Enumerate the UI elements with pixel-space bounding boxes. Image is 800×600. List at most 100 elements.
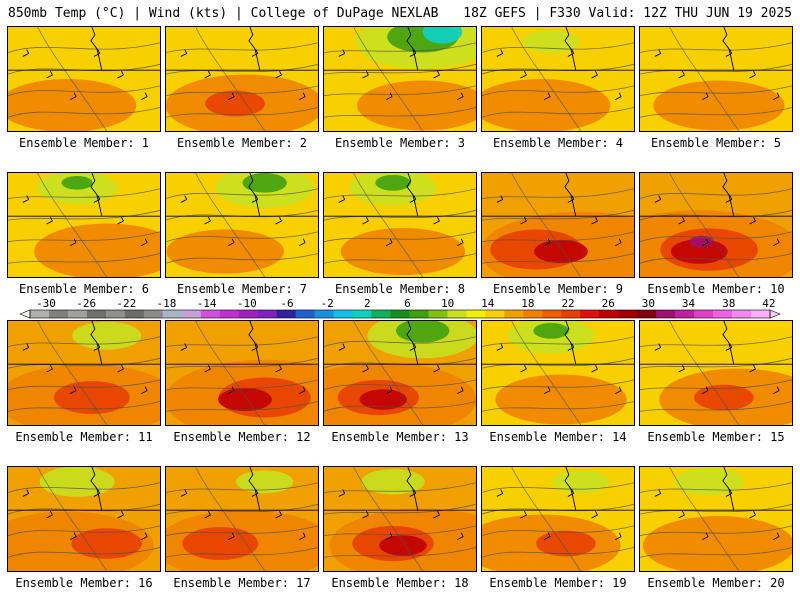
- colorbar-tick-label: 6: [404, 298, 411, 310]
- colorbar-swatch: [257, 310, 278, 318]
- colorbar-swatch: [333, 310, 354, 318]
- colorbar-swatch: [352, 310, 373, 318]
- ensemble-member-label: Ensemble Member: 1: [18, 136, 150, 150]
- colorbar-swatch: [428, 310, 448, 318]
- colorbar-tick-label: -6: [280, 298, 293, 310]
- ensemble-member-3-map: [323, 26, 477, 132]
- colorbar-swatch: [466, 310, 486, 318]
- ensemble-member-label: Ensemble Member: 7: [176, 282, 308, 296]
- colorbar-tick-label: -2: [320, 298, 333, 310]
- ensemble-member-10-map: [639, 172, 793, 278]
- colorbar-tick-label: 22: [561, 298, 574, 310]
- ensemble-member-label: Ensemble Member: 5: [650, 136, 782, 150]
- ensemble-member-label: Ensemble Member: 16: [15, 576, 153, 590]
- colorbar-swatch: [637, 310, 657, 318]
- colorbar-tick-label: 38: [722, 298, 735, 310]
- colorbar-swatch: [542, 310, 562, 318]
- colorbar-swatch: [694, 310, 714, 318]
- colorbar-swatch: [656, 310, 676, 318]
- colorbar-swatch: [67, 310, 88, 318]
- ensemble-member-label: Ensemble Member: 4: [492, 136, 624, 150]
- colorbar-swatch: [181, 310, 202, 318]
- colorbar-tick-label: 18: [521, 298, 534, 310]
- colorbar-swatch: [485, 310, 505, 318]
- ensemble-member-4-map: [481, 26, 635, 132]
- ensemble-member-label: Ensemble Member: 12: [173, 430, 311, 444]
- ensemble-member-2-map: [165, 26, 319, 132]
- colorbar-tick-label: 2: [364, 298, 371, 310]
- colorbar-swatch: [295, 310, 316, 318]
- ensemble-member-19-map: [481, 466, 635, 572]
- colorbar-tick-label: -10: [237, 298, 257, 310]
- colorbar-swatch: [409, 310, 429, 318]
- colorbar-tick-label: -26: [76, 298, 96, 310]
- colorbar-swatch: [48, 310, 69, 318]
- ensemble-member-12-map: [165, 320, 319, 426]
- ensemble-member-label: Ensemble Member: 11: [15, 430, 153, 444]
- colorbar-swatch: [162, 310, 183, 318]
- ensemble-member-13-map: [323, 320, 477, 426]
- ensemble-member-label: Ensemble Member: 8: [334, 282, 466, 296]
- colorbar-tick-label: -30: [36, 298, 56, 310]
- colorbar-tick-label: -14: [197, 298, 217, 310]
- ensemble-member-label: Ensemble Member: 18: [331, 576, 469, 590]
- ensemble-member-label: Ensemble Member: 19: [489, 576, 627, 590]
- colorbar-swatch: [390, 310, 410, 318]
- colorbar-tick-label: 14: [481, 298, 495, 310]
- colorbar-swatch: [86, 310, 107, 318]
- model-run-info: 18Z GEFS | F330 Valid: 12Z THU JUN 19 20…: [463, 6, 792, 21]
- colorbar-swatch: [200, 310, 221, 318]
- colorbar-swatch: [523, 310, 543, 318]
- colorbar-tick-label: -18: [157, 298, 177, 310]
- ensemble-member-label: Ensemble Member: 6: [18, 282, 150, 296]
- colorbar-tick-label: 30: [642, 298, 655, 310]
- colorbar-swatch: [447, 310, 467, 318]
- ensemble-member-11-map: [7, 320, 161, 426]
- colorbar-swatch: [618, 310, 638, 318]
- ensemble-member-label: Ensemble Member: 20: [647, 576, 785, 590]
- colorbar-swatch: [751, 310, 771, 318]
- temperature-colorbar: -30 -26 -22 -18 -14 -10 -6 -2 2 6 10 14 18 22 26 30 34 38…: [10, 298, 790, 320]
- ensemble-member-9-map: [481, 172, 635, 278]
- colorbar-swatch: [105, 310, 126, 318]
- ensemble-member-label: Ensemble Member: 17: [173, 576, 311, 590]
- ensemble-member-label: Ensemble Member: 13: [331, 430, 469, 444]
- ensemble-member-6-map: [7, 172, 161, 278]
- colorbar-swatch: [732, 310, 752, 318]
- colorbar-tick-label: 34: [682, 298, 696, 310]
- colorbar-swatch: [580, 310, 600, 318]
- colorbar-right-arrow: [769, 309, 781, 319]
- colorbar-tick-label: 26: [602, 298, 615, 310]
- ensemble-member-5-map: [639, 26, 793, 132]
- ensemble-member-20-map: [639, 466, 793, 572]
- colorbar-swatch: [675, 310, 695, 318]
- colorbar-swatch: [238, 310, 259, 318]
- ensemble-member-8-map: [323, 172, 477, 278]
- ensemble-member-label: Ensemble Member: 3: [334, 136, 466, 150]
- colorbar-swatch: [504, 310, 524, 318]
- colorbar-left-arrow: [19, 309, 31, 319]
- chart-title: 850mb Temp (°C) | Wind (kts) | College o…: [8, 6, 439, 21]
- ensemble-member-14-map: [481, 320, 635, 426]
- colorbar-swatch: [219, 310, 240, 318]
- ensemble-member-7-map: [165, 172, 319, 278]
- ensemble-member-17-map: [165, 466, 319, 572]
- colorbar-swatch: [314, 310, 335, 318]
- colorbar-tick-label: 42: [762, 298, 775, 310]
- colorbar-swatch: [143, 310, 164, 318]
- ensemble-member-1-map: [7, 26, 161, 132]
- ensemble-member-label: Ensemble Member: 9: [492, 282, 624, 296]
- colorbar-swatch: [30, 310, 50, 318]
- colorbar-swatch: [599, 310, 619, 318]
- ensemble-member-16-map: [7, 466, 161, 572]
- ensemble-member-label: Ensemble Member: 15: [647, 430, 785, 444]
- colorbar-swatch: [371, 310, 392, 318]
- colorbar-tick-label: 10: [441, 298, 454, 310]
- colorbar-swatch: [276, 310, 297, 318]
- ensemble-member-label: Ensemble Member: 14: [489, 430, 627, 444]
- ensemble-member-label: Ensemble Member: 10: [647, 282, 785, 296]
- ensemble-member-label: Ensemble Member: 2: [176, 136, 308, 150]
- ensemble-member-15-map: [639, 320, 793, 426]
- ensemble-member-18-map: [323, 466, 477, 572]
- colorbar-swatch: [561, 310, 581, 318]
